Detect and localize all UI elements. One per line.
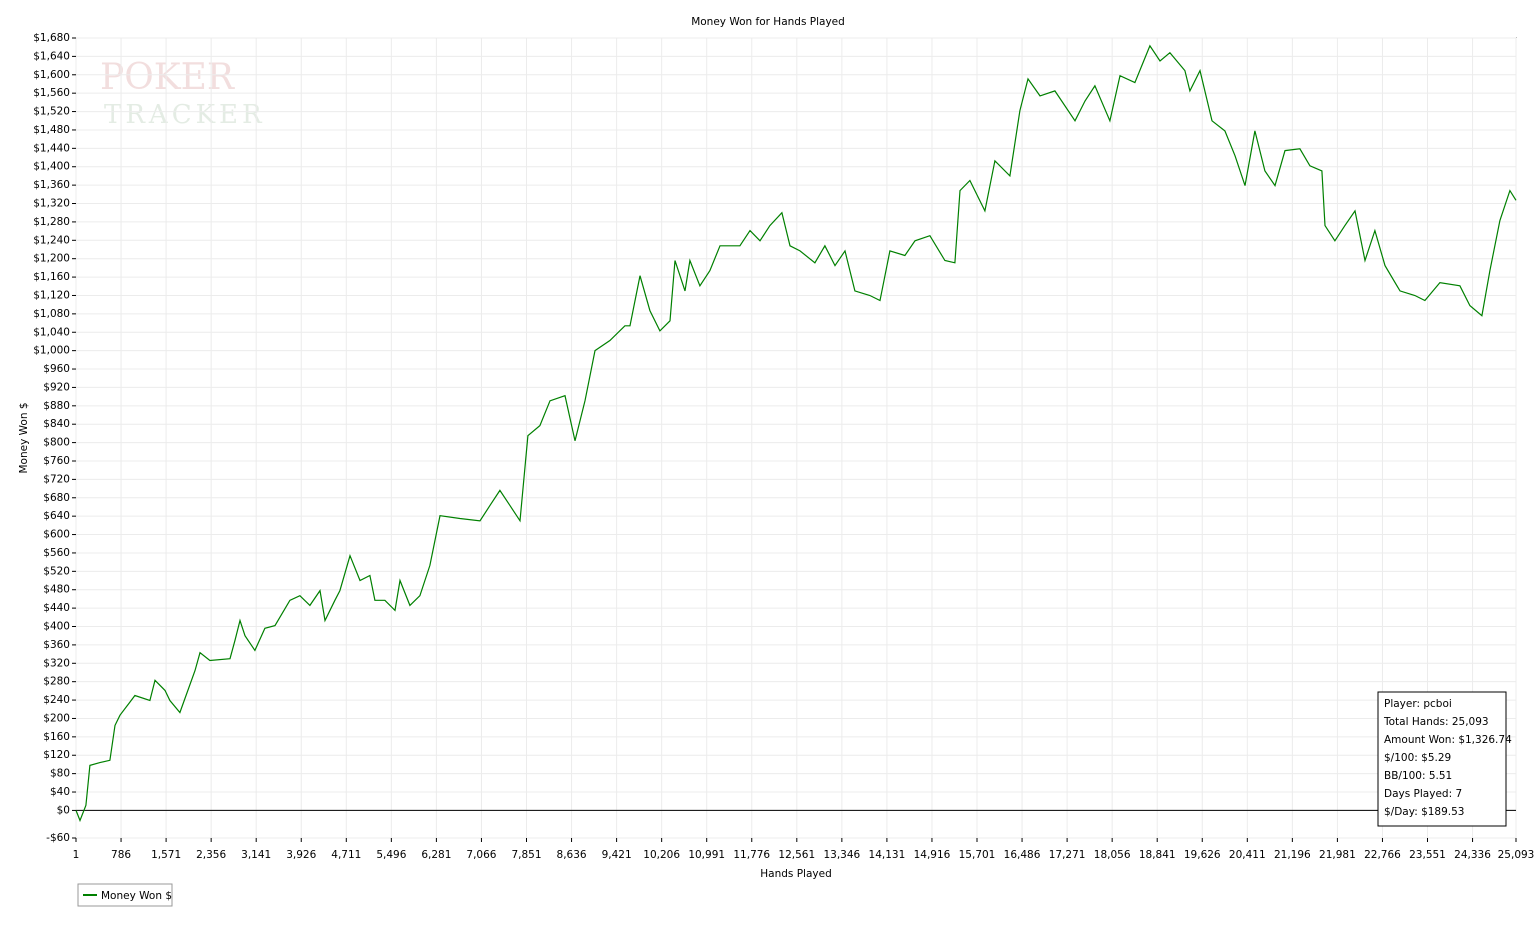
y-tick-label: $1,000 [33,345,70,357]
x-tick-label: 10,991 [688,849,725,861]
y-tick-label: $1,480 [33,124,70,136]
y-tick-label: $920 [43,381,70,393]
y-tick-label: $1,120 [33,289,70,301]
y-tick-label: $1,400 [33,161,70,173]
plot [75,44,1517,823]
y-tick-label: $1,360 [33,179,70,191]
chart-title: Money Won for Hands Played [691,16,845,28]
y-tick-label: -$60 [46,832,70,844]
y-tick-label: $760 [43,455,70,467]
y-tick-label: $360 [43,639,70,651]
y-tick-label: $600 [43,529,70,541]
x-tick-label: 23,551 [1409,849,1446,861]
x-tick-label: 2,356 [196,849,226,861]
y-tick-label: $1,560 [33,87,70,99]
watermark: POKER [100,57,235,98]
x-tick-label: 7,851 [511,849,541,861]
x-tick-label: 1 [73,849,80,861]
series-line [75,44,1517,823]
y-tick-label: $1,600 [33,69,70,81]
y-tick-label: $1,440 [33,142,70,154]
y-tick-label: $960 [43,363,70,375]
x-tick-label: 5,496 [376,849,406,861]
y-tick-label: $520 [43,565,70,577]
y-tick-label: $1,040 [33,326,70,338]
x-tick-label: 16,486 [1004,849,1041,861]
x-tick-label: 10,206 [643,849,680,861]
x-tick-label: 3,926 [286,849,316,861]
x-tick-label: 1,571 [151,849,181,861]
y-tick-label: $1,240 [33,234,70,246]
x-tick-label: 8,636 [557,849,587,861]
x-tick-label: 3,141 [241,849,271,861]
y-tick-label: $560 [43,547,70,559]
y-tick-label: $80 [50,768,70,780]
y-tick-label: $1,640 [33,50,70,62]
stats-box [1377,691,1507,827]
y-tick-label: $1,160 [33,271,70,283]
y-tick-label: $680 [43,492,70,504]
x-tick-label: 7,066 [466,849,496,861]
x-tick-label: 21,981 [1319,849,1356,861]
x-tick-label: 14,916 [914,849,951,861]
y-tick-label: $1,080 [33,308,70,320]
watermark: TRACKER [104,100,266,130]
y-tick-label: $800 [43,437,70,449]
y-tick-label: $240 [43,694,70,706]
y-tick-label: $320 [43,657,70,669]
legend-label: Money Won $ [101,890,172,902]
y-tick-label: $200 [43,712,70,724]
stats: Player: pcboi Total Hands: 25,093 Amount W… [1383,698,1512,818]
plot-area [75,37,1517,839]
stats-line: $/Day: $189.53 [1384,806,1464,818]
x-tick-label: 11,776 [733,849,770,861]
x-tick-label: 13,346 [823,849,860,861]
y-tick-label: $840 [43,418,70,430]
legend-items: Money Won $ [83,890,172,902]
x-tick-label: 9,421 [602,849,632,861]
y-tick-label: $440 [43,602,70,614]
x-tick-label: 786 [111,849,131,861]
x-axis-label: Hands Played [760,868,831,880]
stats-line: Player: pcboi [1384,698,1452,710]
y-tick-label: $40 [50,786,70,798]
y-tick-label: $160 [43,731,70,743]
x-tick-label: 6,281 [421,849,451,861]
y-tick-label: $1,320 [33,198,70,210]
x-tick-label: 4,711 [331,849,361,861]
y-tick-label: $1,200 [33,253,70,265]
x-tick-label: 18,841 [1139,849,1176,861]
y-tick-label: $640 [43,510,70,522]
y-tick-label: $880 [43,400,70,412]
grid [75,37,1517,839]
stats-line: Amount Won: $1,326.74 [1384,734,1512,746]
y-tick-label: $280 [43,676,70,688]
x-tick-label: 15,701 [959,849,996,861]
stats-line: Total Hands: 25,093 [1383,716,1489,728]
y-tick-label: $400 [43,621,70,633]
y-tick-label: $1,520 [33,106,70,118]
y-axis-label: Money Won $ [18,402,30,473]
y-tick-label: $1,280 [33,216,70,228]
x-tick-label: 18,056 [1094,849,1131,861]
x-tick-label: 25,093 [1498,849,1535,861]
x-tick-label: 24,336 [1454,849,1491,861]
x-tick-label: 17,271 [1049,849,1086,861]
y-tick-label: $1,680 [33,32,70,44]
stats-line: BB/100: 5.51 [1384,770,1452,782]
y-tick-label: $120 [43,749,70,761]
y-tick-label: $480 [43,584,70,596]
x-tick-label: 19,626 [1184,849,1221,861]
y-tick-label: $720 [43,473,70,485]
x-tick-label: 21,196 [1274,849,1311,861]
x-tick-label: 20,411 [1229,849,1266,861]
x-tick-label: 12,561 [778,849,815,861]
y-tick-label: $0 [57,804,70,816]
stats-line: Days Played: 7 [1384,788,1462,800]
x-tick-label: 14,131 [869,849,906,861]
x-tick-label: 22,766 [1364,849,1401,861]
stats-line: $/100: $5.29 [1384,752,1451,764]
legend [77,883,173,907]
